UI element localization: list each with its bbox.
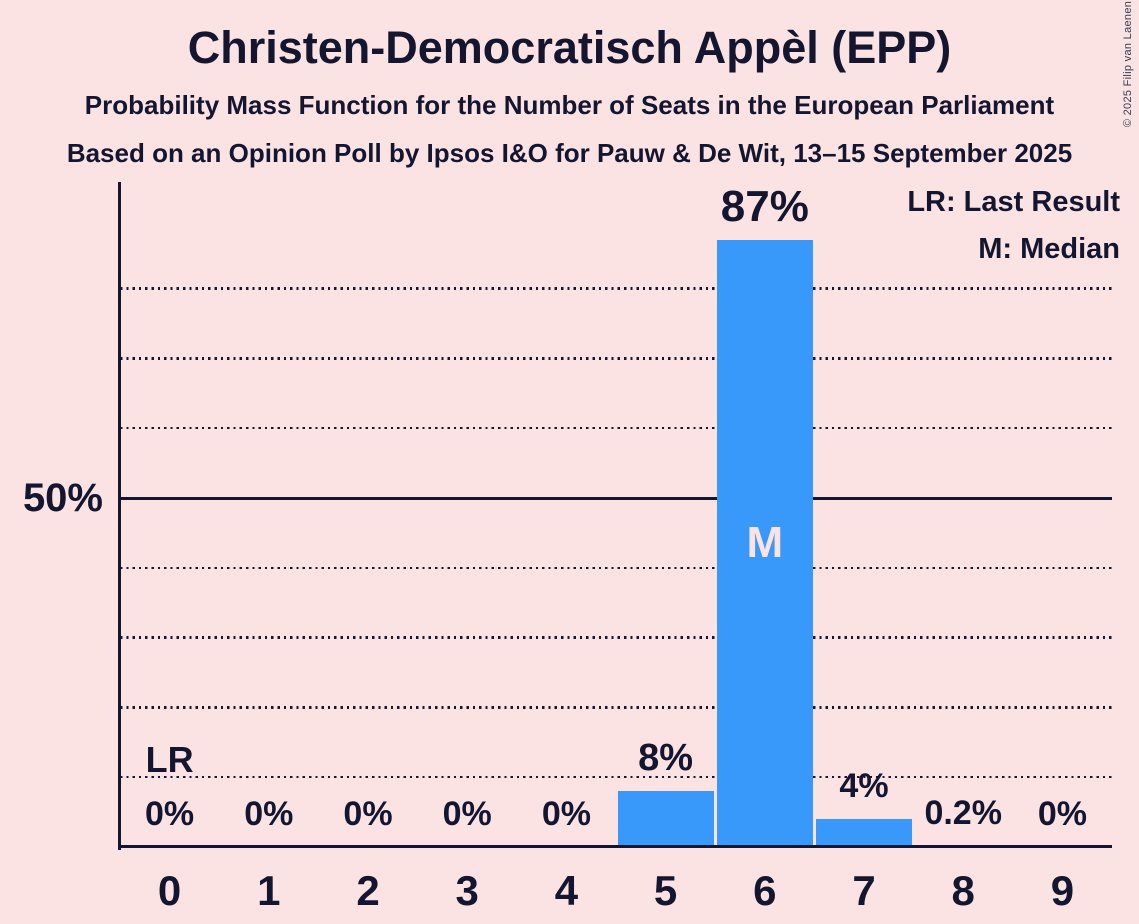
x-axis-line <box>118 845 1112 848</box>
x-tick-label-7: 7 <box>852 867 876 914</box>
x-tick-label-8: 8 <box>951 867 975 914</box>
y-axis-tick-label: 50% <box>22 476 103 520</box>
x-tick-label-0: 0 <box>157 867 182 914</box>
legend-median: M: Median <box>978 233 1120 265</box>
gridline-80pct <box>120 287 1112 290</box>
bar-value-label-seat-9: 0% <box>1037 795 1087 833</box>
gridline-70pct <box>120 357 1112 360</box>
bar-seat-7 <box>816 819 912 847</box>
legend-last-result: LR: Last Result <box>907 186 1120 218</box>
x-tick-label-6: 6 <box>753 867 777 914</box>
y-axis-line <box>118 182 121 850</box>
bar-value-label-seat-6: 87% <box>720 181 809 231</box>
bar-value-label-seat-2: 0% <box>343 795 393 833</box>
gridline-20pct <box>120 706 1112 709</box>
bar-value-label-seat-4: 0% <box>541 795 591 833</box>
bar-value-label-seat-7: 4% <box>839 767 889 806</box>
x-tick-label-2: 2 <box>356 867 380 914</box>
gridline-40pct <box>120 566 1112 570</box>
gridline-10pct <box>120 776 1112 779</box>
bar-seat-5 <box>617 791 714 847</box>
x-tick-label-3: 3 <box>455 867 479 914</box>
bar-value-label-seat-8: 0.2% <box>924 793 1002 832</box>
x-tick-label-1: 1 <box>257 867 281 914</box>
bar-value-label-seat-1: 0% <box>244 795 294 833</box>
bar-value-label-seat-3: 0% <box>442 795 492 833</box>
median-marker-label: M <box>746 518 784 568</box>
bar-seat-6 <box>716 239 813 847</box>
x-tick-label-5: 5 <box>653 867 678 914</box>
chart-title: Christen-Democratisch Appèl (EPP) <box>187 22 952 73</box>
chart-subtitle-line1: Probability Mass Function for the Number… <box>84 90 1055 120</box>
gridline-60pct <box>120 427 1112 430</box>
bar-value-label-seat-0: 0% <box>145 795 195 833</box>
gridline-30pct <box>120 636 1112 639</box>
bar-value-label-seat-5: 8% <box>638 737 694 780</box>
majority-line <box>120 496 1112 500</box>
x-tick-label-4: 4 <box>554 867 579 914</box>
copyright-notice: © 2025 Filip van Laenen <box>1122 0 1134 128</box>
last-result-marker-label: LR <box>145 739 194 780</box>
x-tick-label-9: 9 <box>1050 867 1075 914</box>
chart-subtitle-line2: Based on an Opinion Poll by Ipsos I&O fo… <box>66 138 1073 168</box>
